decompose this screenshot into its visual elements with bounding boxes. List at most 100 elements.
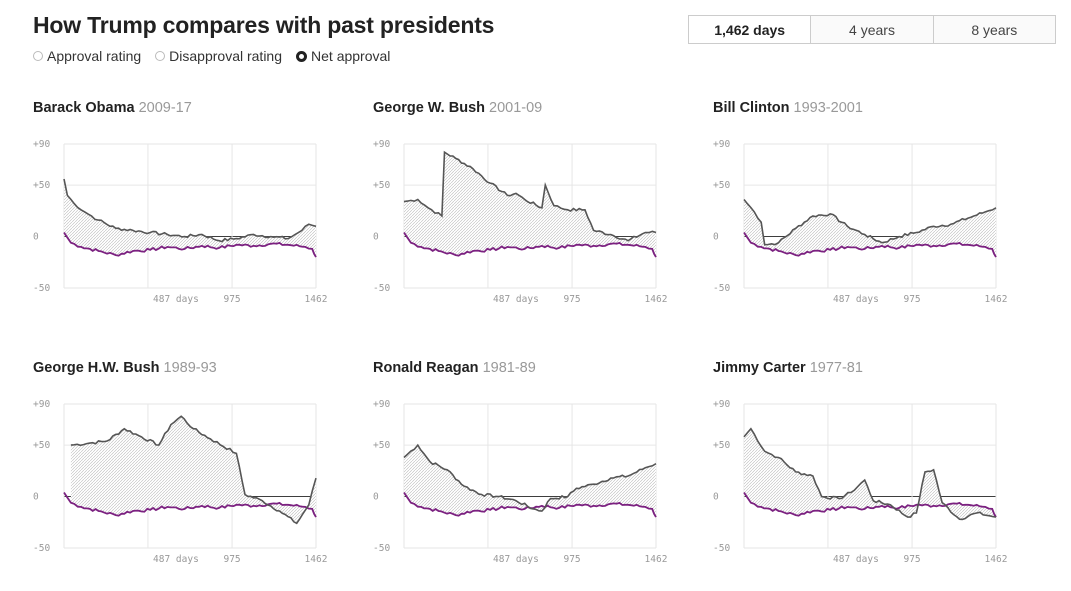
trump-series-line — [63, 492, 317, 518]
president-name: Barack Obama — [33, 100, 135, 116]
chart-panel: Bill Clinton 1993-2001 +90 +50 0 -50 487 days… — [713, 100, 1043, 310]
y-tick-label: +50 — [713, 180, 730, 191]
trump-series-line — [403, 232, 657, 258]
x-tick-label: 487 days — [833, 554, 879, 565]
president-series-line — [403, 443, 657, 512]
y-tick-label: +90 — [713, 399, 730, 410]
y-tick-label: +50 — [33, 180, 50, 191]
trump-series-line — [743, 492, 997, 518]
y-tick-label: 0 — [373, 492, 379, 503]
chart-title: Barack Obama 2009-17 — [33, 100, 192, 116]
president-years: 1989-93 — [159, 360, 217, 376]
y-tick-label: -50 — [373, 283, 390, 294]
tab-1462-days[interactable]: 1,462 days — [689, 16, 811, 43]
page-title: How Trump compares with past presidents — [33, 12, 495, 38]
y-tick-label: +50 — [373, 180, 390, 191]
y-tick-label: -50 — [373, 543, 390, 554]
trump-series-line — [743, 232, 997, 258]
y-tick-label: -50 — [33, 543, 50, 554]
president-years: 1977-81 — [805, 360, 863, 376]
tab-8-years[interactable]: 8 years — [932, 16, 1055, 43]
y-tick-label: -50 — [33, 283, 50, 294]
y-tick-label: +90 — [373, 399, 390, 410]
y-tick-label: 0 — [33, 492, 39, 503]
difference-area — [70, 416, 317, 524]
president-years: 2001-09 — [485, 100, 543, 116]
timeframe-tabs: 1,462 days 4 years 8 years — [688, 15, 1056, 44]
net-approval-chart: +90 +50 0 -50 487 days 975 1462 — [373, 139, 668, 305]
y-tick-label: +90 — [713, 139, 730, 150]
president-name: Jimmy Carter — [713, 360, 806, 376]
president-series-line — [743, 198, 997, 246]
radio-net-approval[interactable]: Net approval — [296, 48, 390, 64]
metric-radio-group: Approval rating Disapproval rating Net a… — [33, 48, 390, 64]
radio-circle-icon — [155, 51, 166, 61]
x-tick-label: 1462 — [985, 294, 1008, 305]
chart-title: George H.W. Bush 1989-93 — [33, 360, 217, 376]
x-tick-label: 487 days — [153, 554, 199, 565]
president-name: George W. Bush — [373, 100, 485, 116]
x-tick-label: 1462 — [645, 294, 668, 305]
chart-panel: Jimmy Carter 1977-81 +90 +50 0 -50 487 days 97… — [713, 360, 1043, 570]
difference-area — [744, 428, 996, 520]
y-tick-label: +50 — [33, 440, 50, 451]
chart-title: Ronald Reagan 1981-89 — [373, 360, 536, 376]
y-tick-label: 0 — [33, 232, 39, 243]
president-name: Ronald Reagan — [373, 360, 479, 376]
y-tick-label: 0 — [713, 492, 719, 503]
radio-label: Net approval — [311, 48, 391, 64]
trump-series-line — [63, 232, 317, 258]
net-approval-chart: +90 +50 0 -50 487 days 975 1462 — [33, 139, 328, 305]
x-tick-label: 975 — [903, 554, 920, 565]
net-approval-chart: +90 +50 0 -50 487 days 975 1462 — [713, 139, 1008, 305]
president-name: George H.W. Bush — [33, 360, 160, 376]
x-tick-label: 1462 — [645, 554, 668, 565]
president-series-line — [70, 415, 317, 525]
chart-title: Bill Clinton 1993-2001 — [713, 100, 863, 116]
x-tick-label: 975 — [563, 554, 580, 565]
radio-circle-icon — [33, 51, 43, 61]
president-series-line — [403, 150, 657, 242]
net-approval-chart: +90 +50 0 -50 487 days 975 1462 — [713, 399, 1008, 565]
net-approval-chart: +90 +50 0 -50 487 days 975 1462 — [373, 399, 668, 565]
x-tick-label: 975 — [223, 294, 240, 305]
y-tick-label: +50 — [373, 440, 390, 451]
x-tick-label: 487 days — [833, 294, 879, 305]
radio-approval[interactable]: Approval rating — [33, 48, 141, 64]
x-tick-label: 1462 — [985, 554, 1008, 565]
y-tick-label: +90 — [373, 139, 390, 150]
difference-area — [404, 445, 656, 518]
president-name: Bill Clinton — [713, 100, 790, 116]
chart-title: Jimmy Carter 1977-81 — [713, 360, 863, 376]
chart-title: George W. Bush 2001-09 — [373, 100, 542, 116]
chart-panel: George W. Bush 2001-09 +90 +50 0 -50 487 days… — [373, 100, 703, 310]
tab-4-years[interactable]: 4 years — [810, 16, 933, 43]
president-years: 1981-89 — [478, 360, 536, 376]
x-tick-label: 487 days — [493, 554, 539, 565]
x-tick-label: 487 days — [153, 294, 199, 305]
y-tick-label: +90 — [33, 399, 50, 410]
y-tick-label: 0 — [373, 232, 379, 243]
x-tick-label: 975 — [563, 294, 580, 305]
x-tick-label: 1462 — [305, 294, 328, 305]
president-series-line — [63, 178, 317, 243]
radio-selected-icon — [296, 50, 308, 62]
radio-label: Approval rating — [47, 48, 142, 64]
difference-area — [64, 179, 316, 258]
y-tick-label: 0 — [713, 232, 719, 243]
x-tick-label: 487 days — [493, 294, 539, 305]
y-tick-label: -50 — [713, 283, 730, 294]
chart-panel: George H.W. Bush 1989-93 +90 +50 0 -50 487 da… — [33, 360, 363, 570]
chart-panel: Barack Obama 2009-17 +90 +50 0 -50 487 days 97… — [33, 100, 363, 310]
president-years: 2009-17 — [134, 100, 192, 116]
x-tick-label: 975 — [903, 294, 920, 305]
radio-label: Disapproval rating — [169, 48, 283, 64]
y-tick-label: +50 — [713, 440, 730, 451]
y-tick-label: +90 — [33, 139, 50, 150]
radio-disapproval[interactable]: Disapproval rating — [155, 48, 282, 64]
y-tick-label: -50 — [713, 543, 730, 554]
chart-panel: Ronald Reagan 1981-89 +90 +50 0 -50 487 days 9… — [373, 360, 703, 570]
difference-area — [744, 199, 996, 258]
x-tick-label: 975 — [223, 554, 240, 565]
president-series-line — [743, 427, 997, 521]
